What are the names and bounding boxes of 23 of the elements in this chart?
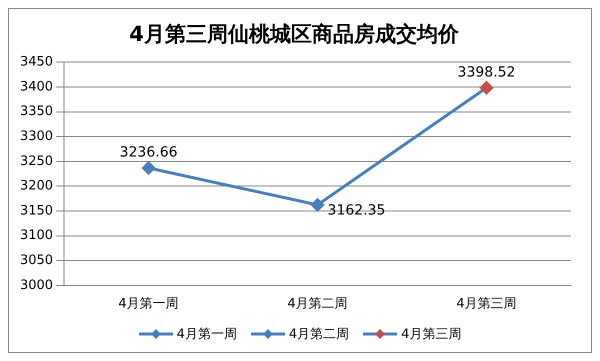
- chart-title: 4月第三周仙桃城区商品房成交均价: [129, 22, 460, 46]
- point: [142, 162, 156, 175]
- y-tick-label: 3400: [20, 79, 54, 94]
- point: [311, 198, 324, 212]
- category-label: 4月第二周: [288, 327, 350, 342]
- point: [480, 81, 494, 94]
- category-label: 4月第一周: [176, 327, 237, 342]
- y-tick-label: 3350: [20, 104, 54, 120]
- data-label: 3236.66: [120, 144, 178, 161]
- y-tick-label: 3300: [20, 128, 54, 144]
- y-tick-label: 3050: [20, 252, 54, 268]
- y-tick-label: 3150: [20, 203, 54, 218]
- x-tick-label: 4月第一周: [118, 296, 179, 312]
- x-tick-label: 4月第二周: [287, 296, 348, 312]
- y-tick-label: 3100: [20, 228, 54, 244]
- y-tick-label: 3250: [20, 154, 54, 169]
- y-tick-label: 3000: [20, 278, 54, 293]
- data-label: 3162.35: [328, 202, 386, 219]
- y-tick-label: 3450: [20, 54, 54, 70]
- y-tick-label: 3200: [20, 178, 54, 194]
- data-label: 3398.52: [458, 64, 516, 80]
- category-label: 4月第三周: [401, 327, 462, 342]
- x-tick-label: 4月第三周: [456, 296, 517, 312]
